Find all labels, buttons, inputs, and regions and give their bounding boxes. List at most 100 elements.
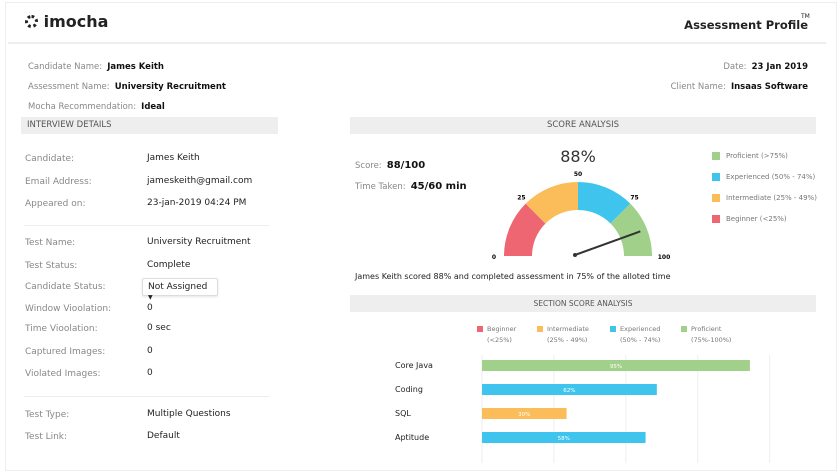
detail-value: 0 — [147, 303, 153, 313]
gauge-tick-label: 50 — [574, 171, 582, 178]
divider — [24, 396, 269, 397]
legend-swatch — [610, 326, 616, 332]
bar-aptitude — [482, 432, 646, 443]
logo-icon — [25, 15, 38, 28]
gauge-segment-beginner — [504, 203, 546, 256]
detail-value: jameskeith@gmail.com — [147, 176, 253, 186]
legend-label: Beginner — [487, 325, 517, 333]
section-bar-chart: Core Java 95% Coding 62% SQL 30% Aptitude 58% — [395, 355, 771, 463]
detail-label: Appeared on: — [25, 199, 86, 209]
label: Candidate Name: — [28, 62, 103, 72]
gauge-segment-intermediate — [525, 182, 578, 224]
candidate-status-dropdown[interactable]: Not Assigned ▼ — [142, 278, 218, 301]
detail-value: Complete — [147, 260, 191, 270]
gauge-segment-experienced — [578, 182, 631, 224]
value: Ideal — [141, 102, 165, 112]
category-label: Core Java — [395, 361, 433, 370]
detail-label: Email Address: — [25, 177, 92, 187]
client-row: Client Name: Insaas Software — [671, 74, 808, 93]
header-divider — [8, 42, 826, 44]
gauge-needle — [574, 230, 641, 256]
legend-swatch — [712, 194, 720, 202]
detail-label: Test Type: — [25, 410, 70, 420]
score-percent: 88% — [560, 147, 596, 166]
legend-item: Intermediate (25% - 49%) — [712, 194, 817, 202]
gauge-tick-label: 25 — [517, 194, 525, 201]
caret-down-icon: ▼ — [148, 294, 153, 301]
divider — [24, 225, 269, 226]
needle-pivot — [573, 253, 577, 257]
time-row: Time Taken: 45/60 min — [355, 174, 467, 193]
legend-range: (50% - 74%) — [620, 336, 661, 344]
dropdown-value: Not Assigned — [148, 282, 208, 292]
section-legend-item: Beginner (<25%) — [477, 324, 516, 346]
score-row: Score: 88/100 — [355, 153, 425, 172]
report-frame — [5, 2, 837, 471]
label: Assessment Name: — [28, 82, 110, 92]
date-row: Date: 23 Jan 2019 — [723, 54, 808, 73]
score-summary: James Keith scored 88% and completed ass… — [355, 272, 671, 281]
page-title: Assessment Profile — [684, 18, 808, 32]
detail-label: Test Status: — [25, 261, 78, 271]
category-label: SQL — [395, 409, 411, 418]
bar-data-label: 62% — [563, 388, 575, 394]
bar-coding — [482, 384, 657, 395]
detail-label: Test Name: — [25, 238, 76, 248]
recommendation-row: Mocha Recommendation: Ideal — [28, 94, 165, 113]
label: Mocha Recommendation: — [28, 102, 137, 112]
legend-label: Intermediate — [547, 325, 589, 333]
score-gauge: 0 25 50 75 100 — [492, 171, 671, 261]
value: 23 Jan 2019 — [751, 62, 808, 72]
legend-label: Proficient (>75%) — [726, 152, 788, 160]
detail-label: Candidate Status: — [25, 282, 106, 292]
title-text: Assessment Profile — [684, 18, 808, 32]
legend-label: Intermediate (25% - 49%) — [726, 194, 817, 202]
category-label: Aptitude — [395, 433, 429, 442]
detail-label: Captured Images: — [25, 347, 106, 357]
detail-label: Candidate: — [25, 154, 75, 164]
score-analysis-header: SCORE ANALYSIS — [350, 117, 816, 134]
bar-sql — [482, 408, 567, 419]
section-score-header: SECTION SCORE ANALYSIS — [350, 295, 816, 312]
detail-value: Default — [147, 431, 180, 441]
time-value: 45/60 min — [410, 181, 467, 192]
legend-label: Beginner (<25%) — [726, 215, 787, 223]
candidate-name-row: Candidate Name: James Keith — [28, 54, 164, 73]
detail-label: Time Vioolation: — [25, 324, 98, 334]
category-label: Coding — [395, 385, 423, 394]
interview-details-header: INTERVIEW DETAILS — [21, 117, 278, 134]
detail-value: 0 — [147, 346, 153, 356]
gauge-tick-label: 100 — [658, 254, 671, 261]
detail-label: Window Vioolation: — [25, 304, 112, 314]
gauge-segment-proficient — [610, 203, 652, 256]
legend-range: (<25%) — [487, 336, 512, 344]
brand-name: imocha — [43, 12, 109, 31]
label: Client Name: — [670, 82, 726, 92]
assessment-name-row: Assessment Name: University Recruitment — [28, 74, 226, 93]
section-legend-item: Experienced (50% - 74%) — [610, 324, 660, 346]
label: Date: — [723, 62, 747, 72]
legend-swatch — [537, 326, 543, 332]
legend-swatch — [681, 326, 687, 332]
legend-swatch — [712, 173, 720, 181]
legend-range: (75%-100%) — [691, 336, 732, 344]
legend-item: Proficient (>75%) — [712, 152, 788, 160]
gauge-tick-label: 0 — [492, 254, 496, 261]
gauge-tick-label: 75 — [630, 194, 638, 201]
label: Score: — [355, 161, 382, 171]
bar-data-label: 95% — [610, 364, 622, 370]
detail-value: University Recruitment — [147, 237, 251, 247]
score-value: 88/100 — [386, 160, 426, 171]
legend-swatch — [712, 215, 720, 223]
value: James Keith — [107, 62, 164, 72]
legend-label: Proficient — [691, 325, 722, 333]
legend-range: (25% - 49%) — [547, 336, 588, 344]
detail-label: Violated Images: — [25, 369, 101, 379]
label: Time Taken: — [355, 182, 406, 192]
detail-value: James Keith — [147, 153, 200, 163]
detail-value: 0 — [147, 368, 153, 378]
detail-value: 0 sec — [147, 323, 171, 333]
bar-data-label: 30% — [518, 412, 530, 418]
value: University Recruitment — [114, 82, 226, 92]
detail-value: Multiple Questions — [147, 409, 231, 419]
